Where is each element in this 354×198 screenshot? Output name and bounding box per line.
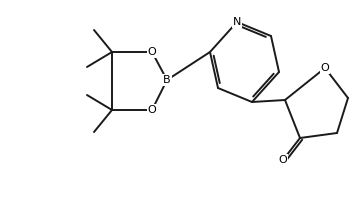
Text: N: N <box>233 17 241 27</box>
Text: O: O <box>321 63 329 73</box>
Text: O: O <box>279 155 287 165</box>
Text: O: O <box>148 105 156 115</box>
Text: B: B <box>163 75 171 85</box>
Text: O: O <box>148 47 156 57</box>
